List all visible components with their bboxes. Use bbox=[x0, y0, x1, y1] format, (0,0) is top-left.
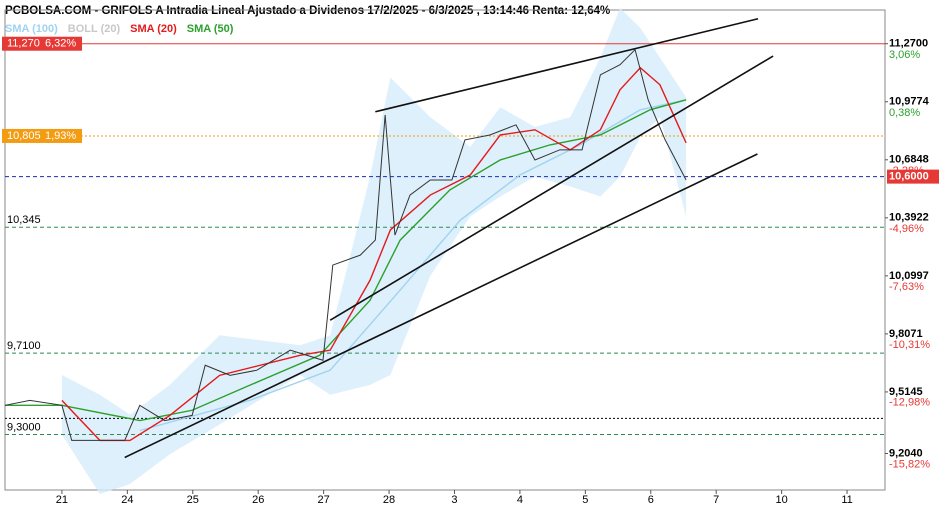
y-tick-label: 10,0997 bbox=[889, 270, 929, 282]
x-tick-label: 11 bbox=[841, 494, 852, 506]
trend-line bbox=[124, 153, 758, 459]
x-tick-label: 7 bbox=[713, 494, 719, 506]
y-tick-label: 10,9774 bbox=[889, 96, 930, 108]
x-tick-label: 10 bbox=[775, 494, 787, 506]
legend-entry: SMA (20) bbox=[130, 23, 177, 35]
level-label: 10,805 bbox=[7, 130, 41, 142]
level-label: 11,270 bbox=[7, 38, 40, 50]
trend-line bbox=[375, 17, 759, 113]
level-label: 9,7100 bbox=[7, 340, 41, 352]
level-box bbox=[2, 36, 82, 51]
legend-entry: SMA (50) bbox=[187, 23, 234, 35]
level-label: 10,345 bbox=[7, 214, 41, 226]
chart-title: PCBOLSA.COM - GRIFOLS A Intradia Lineal … bbox=[5, 5, 610, 17]
level-change: 1,93% bbox=[45, 130, 76, 142]
y-tick-label: 9,8071 bbox=[889, 328, 923, 340]
y2-tick-label: -15,82% bbox=[889, 458, 930, 470]
y-tick-label: 11,2700 bbox=[889, 38, 928, 50]
y2-tick-label: -12,98% bbox=[889, 397, 930, 409]
y2-tick-label: -10,31% bbox=[889, 339, 930, 351]
x-tick-label: 4 bbox=[517, 494, 523, 506]
legend-entry: SMA (100) bbox=[5, 23, 58, 35]
sma-line bbox=[5, 99, 687, 422]
level-label: 9,3000 bbox=[7, 421, 41, 433]
x-tick-label: 26 bbox=[252, 494, 264, 506]
level-box bbox=[887, 169, 939, 184]
x-tick-label: 28 bbox=[383, 494, 395, 506]
x-tick-label: 25 bbox=[187, 494, 199, 506]
level-change: 6,32% bbox=[45, 38, 76, 50]
price-line bbox=[4, 48, 687, 441]
legend-entry: BOLL (20) bbox=[68, 23, 121, 35]
plot-frame bbox=[4, 9, 886, 491]
y2-tick-label: 3,06% bbox=[889, 49, 920, 61]
trend-line bbox=[329, 55, 774, 321]
y2-tick-label: -7,63% bbox=[889, 281, 924, 293]
sma-line bbox=[139, 99, 687, 432]
y-tick-label: 9,5145 bbox=[889, 386, 923, 398]
x-tick-label: 3 bbox=[451, 494, 457, 506]
y-tick-label: 10,6848 bbox=[889, 154, 929, 166]
level-box bbox=[2, 128, 82, 143]
level-label: 10,6000 bbox=[889, 171, 929, 183]
y-tick-label: 10,3922 bbox=[889, 212, 929, 224]
x-tick-label: 27 bbox=[318, 494, 330, 506]
x-tick-label: 5 bbox=[582, 494, 588, 506]
bollinger-band bbox=[61, 8, 687, 494]
x-tick-label: 24 bbox=[121, 494, 133, 506]
y2-tick-label: 0,38% bbox=[889, 107, 920, 119]
y-tick-label: 9,2040 bbox=[889, 447, 923, 459]
x-tick-label: 6 bbox=[648, 494, 654, 506]
sma-line bbox=[61, 66, 687, 442]
x-tick-label: 21 bbox=[56, 494, 68, 506]
y2-tick-label: -4,96% bbox=[889, 223, 924, 235]
